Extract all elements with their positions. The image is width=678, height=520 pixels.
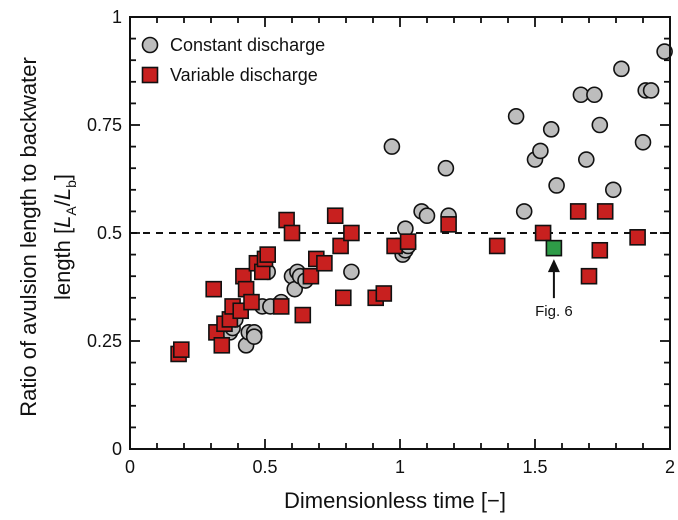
point-constant-16 bbox=[343, 263, 360, 281]
point-constant-42 bbox=[656, 43, 673, 60]
point-variable-31 bbox=[440, 216, 457, 233]
point-variable-36 bbox=[591, 241, 609, 259]
point-constant-37 bbox=[604, 181, 622, 199]
point-variable-30 bbox=[399, 233, 417, 250]
y-axis-title-line1: Ratio of avulsion length to backwater bbox=[16, 57, 41, 417]
point-variable-25 bbox=[334, 289, 352, 307]
data-points bbox=[170, 43, 673, 363]
point-variable-16 bbox=[272, 298, 290, 315]
point-variable-37 bbox=[596, 203, 614, 220]
point-variable-38 bbox=[629, 229, 646, 246]
point-constant-31 bbox=[542, 121, 560, 138]
annotation-label: Fig. 6 bbox=[535, 303, 573, 320]
x-tick-label: 1.5 bbox=[522, 457, 547, 477]
legend-square-marker bbox=[141, 66, 159, 84]
point-constant-30 bbox=[532, 142, 549, 160]
y-tick-label: 1 bbox=[112, 7, 122, 27]
point-constant-25 bbox=[437, 159, 455, 177]
y-tick-label: 0.75 bbox=[87, 115, 122, 135]
point-constant-6 bbox=[245, 328, 263, 345]
x-axis-title: Dimensionless time [−] bbox=[284, 488, 506, 513]
point-constant-17 bbox=[383, 138, 401, 155]
x-tick-label: 0.5 bbox=[252, 457, 277, 477]
point-constant-24 bbox=[418, 207, 436, 225]
point-variable-34 bbox=[569, 203, 587, 220]
point-variable-2 bbox=[205, 280, 222, 298]
x-tick-label: 1 bbox=[395, 457, 405, 477]
point-variable-11 bbox=[243, 293, 260, 311]
point-variable-28 bbox=[375, 285, 393, 302]
point-variable-18 bbox=[283, 224, 301, 242]
point-variable-24 bbox=[332, 237, 349, 255]
point-variable-20 bbox=[302, 267, 320, 285]
point-constant-34 bbox=[577, 151, 595, 168]
point-variable-22 bbox=[316, 254, 333, 272]
point-variable-35 bbox=[580, 267, 598, 285]
point-variable-32 bbox=[488, 237, 506, 255]
legend: Constant discharge Variable discharge bbox=[141, 35, 325, 85]
axis-ticks: 0 0.5 1 1.5 2 0 0.25 0.5 0.75 1 bbox=[87, 7, 675, 477]
point-constant-27 bbox=[507, 108, 525, 125]
x-tick-label: 0 bbox=[125, 457, 135, 477]
point-variable-15 bbox=[259, 246, 277, 263]
point-variable-23 bbox=[326, 207, 344, 225]
point-highlighted bbox=[545, 239, 563, 257]
legend-label-variable: Variable discharge bbox=[170, 65, 318, 85]
point-constant-36 bbox=[591, 116, 609, 134]
point-constant-28 bbox=[515, 203, 533, 220]
legend-label-constant: Constant discharge bbox=[170, 35, 325, 55]
point-variable-4 bbox=[213, 337, 231, 354]
point-variable-26 bbox=[343, 224, 360, 242]
point-variable-33 bbox=[534, 224, 552, 242]
point-variable-19 bbox=[294, 306, 312, 324]
point-constant-41 bbox=[642, 82, 660, 99]
x-tick-label: 2 bbox=[665, 457, 675, 477]
y-tick-label: 0 bbox=[112, 439, 122, 459]
annotation-arrow-head bbox=[547, 259, 560, 273]
y-tick-label: 0.5 bbox=[97, 223, 122, 243]
point-constant-38 bbox=[613, 60, 630, 78]
point-variable-1 bbox=[173, 341, 190, 358]
point-constant-39 bbox=[634, 133, 652, 151]
y-tick-label: 0.25 bbox=[87, 331, 122, 351]
y-axis-title-line2: length [LA/Lb] bbox=[50, 174, 79, 300]
annotation: Fig. 6 bbox=[535, 259, 573, 320]
legend-circle-marker bbox=[141, 36, 159, 54]
point-constant-35 bbox=[586, 86, 603, 104]
point-constant-32 bbox=[548, 177, 565, 194]
